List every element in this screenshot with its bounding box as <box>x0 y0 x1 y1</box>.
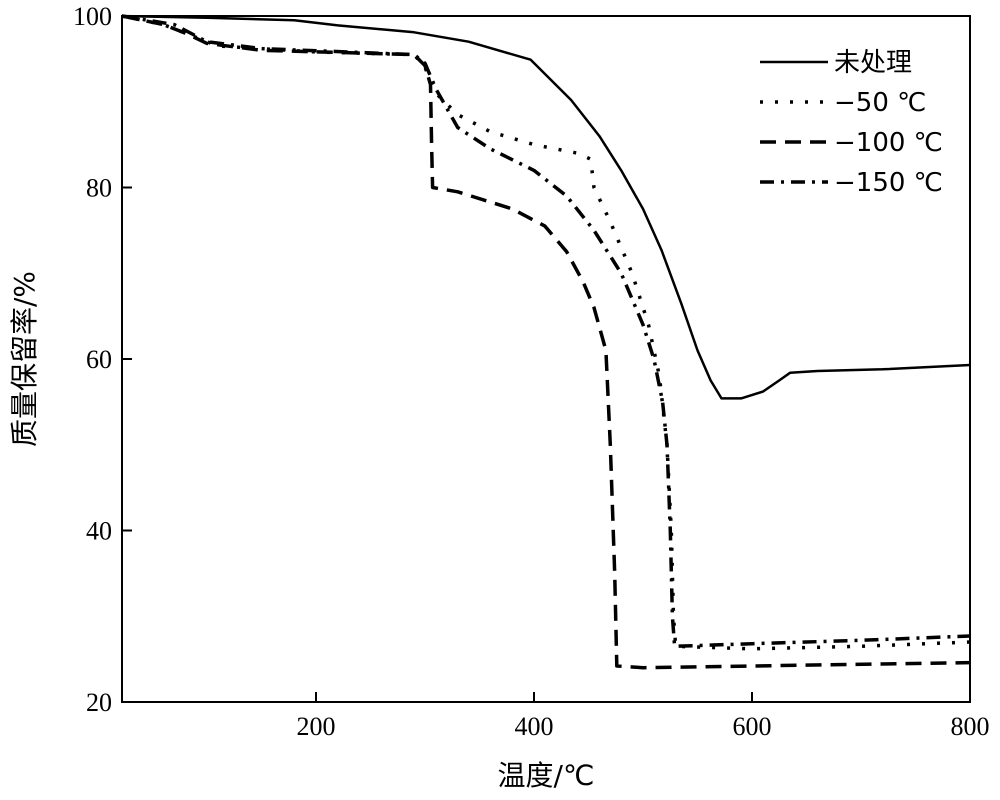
plot-frame <box>121 15 971 703</box>
y-tick-label: 20 <box>86 688 112 717</box>
legend-label-2: −100 ℃ <box>834 128 943 158</box>
y-tick-label: 60 <box>86 345 112 374</box>
y-axis: 20 40 60 80 100 <box>73 2 132 717</box>
y-axis-title: 质量保留率/% <box>8 271 41 447</box>
x-tick-label: 400 <box>515 712 554 741</box>
y-tick-label: 80 <box>86 174 112 203</box>
series-lines <box>121 14 971 670</box>
series-line-3 <box>121 14 971 649</box>
legend-label-3: −150 ℃ <box>834 168 943 198</box>
legend-label-0: 未处理 <box>834 48 912 78</box>
y-tick-label: 100 <box>73 2 112 31</box>
x-tick-label: 600 <box>733 712 772 741</box>
x-tick-label: 800 <box>951 712 990 741</box>
series-line-2 <box>121 14 971 670</box>
x-axis-title: 温度/℃ <box>498 759 595 792</box>
x-tick-label: 200 <box>297 712 336 741</box>
legend-label-1: −50 ℃ <box>834 88 926 118</box>
legend: 未处理 −50 ℃ −100 ℃ −150 ℃ <box>760 48 943 198</box>
series-line-0 <box>121 14 971 400</box>
y-tick-label: 40 <box>86 517 112 546</box>
x-axis: 200 400 600 800 <box>297 692 990 741</box>
